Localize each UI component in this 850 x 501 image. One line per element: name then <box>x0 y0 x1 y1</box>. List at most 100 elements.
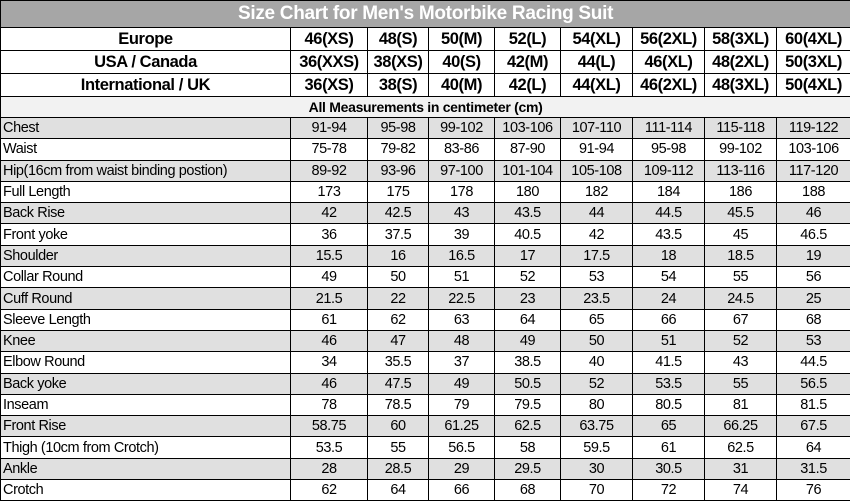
measurement-label: Front Rise <box>0 415 291 438</box>
measurement-value: 45 <box>704 223 777 246</box>
measurement-value: 39 <box>428 223 495 246</box>
measurement-value: 111-114 <box>632 116 705 140</box>
measurement-value: 37.5 <box>367 223 429 246</box>
size-cell: 48(2XL) <box>704 50 777 74</box>
table-row: Sleeve Length 61 62 63 64 65 66 67 68 <box>0 308 850 331</box>
size-cell: 42(M) <box>494 50 561 74</box>
table-row: Shoulder 15.5 16 16.5 17 17.5 18 18.5 19 <box>0 244 850 268</box>
measurement-value: 103-106 <box>494 116 561 140</box>
measurement-value: 18.5 <box>704 244 777 268</box>
measurement-value: 62 <box>367 308 429 331</box>
measurement-label: Chest <box>0 116 291 140</box>
measurement-value: 188 <box>775 180 850 204</box>
size-cell: 50(3XL) <box>775 50 850 74</box>
table-row: Back Rise 42 42.5 43 43.5 44 44.5 45.5 46 <box>0 202 850 225</box>
size-system-label: Europe <box>0 27 291 51</box>
measurement-unit-note: All Measurements in centimeter (cm) <box>0 96 850 118</box>
measurement-value: 31.5 <box>775 457 850 481</box>
size-cell: 46(XL) <box>632 50 705 74</box>
size-cell: 56(2XL) <box>632 27 705 51</box>
measurement-value: 64 <box>367 479 429 501</box>
size-cell: 54(XL) <box>560 27 633 51</box>
measurement-value: 61 <box>632 436 705 459</box>
measurement-value: 56.5 <box>428 436 495 459</box>
measurement-value: 49 <box>290 266 368 289</box>
measurement-value: 65 <box>632 415 705 438</box>
size-cell: 38(XS) <box>367 50 429 74</box>
measurement-value: 43 <box>704 351 777 374</box>
measurement-value: 68 <box>494 479 561 501</box>
measurement-value: 54 <box>632 266 705 289</box>
measurement-label: Inseam <box>0 393 291 417</box>
size-cell: 50(4XL) <box>775 73 850 97</box>
measurement-value: 47.5 <box>367 372 429 395</box>
measurement-value: 63.75 <box>560 415 633 438</box>
measurement-label: Hip(16cm from waist binding postion) <box>0 159 291 182</box>
measurement-label: Knee <box>0 329 291 353</box>
table-row: Back yoke 46 47.5 49 50.5 52 53.5 55 56.5 <box>0 372 850 395</box>
measurement-value: 91-94 <box>560 138 633 161</box>
measurement-value: 113-116 <box>704 159 777 182</box>
measurement-value: 99-102 <box>704 138 777 161</box>
measurement-value: 95-98 <box>367 116 429 140</box>
measurement-value: 78.5 <box>367 393 429 417</box>
measurement-value: 35.5 <box>367 351 429 374</box>
table-row: Waist 75-78 79-82 83-86 87-90 91-94 95-98 99-10… <box>0 138 850 161</box>
size-cell: 40(S) <box>428 50 495 74</box>
measurement-value: 22.5 <box>428 287 495 310</box>
measurement-value: 101-104 <box>494 159 561 182</box>
measurement-value: 89-92 <box>290 159 368 182</box>
size-row: USA / Canada 36(XXS) 38(XS) 40(S) 42(M) 44(L)… <box>0 50 850 74</box>
measurement-value: 93-96 <box>367 159 429 182</box>
measurement-label: Thigh (10cm from Crotch) <box>0 436 291 459</box>
measurement-value: 42 <box>290 202 368 225</box>
measurement-value: 115-118 <box>704 116 777 140</box>
measurement-value: 22 <box>367 287 429 310</box>
size-cell: 38(S) <box>367 73 429 97</box>
measurement-value: 43.5 <box>632 223 705 246</box>
measurement-value: 46 <box>290 372 368 395</box>
measurement-value: 56 <box>775 266 850 289</box>
measurement-value: 40 <box>560 351 633 374</box>
size-cell: 46(2XL) <box>632 73 705 97</box>
size-cell: 48(3XL) <box>704 73 777 97</box>
measurement-value: 67 <box>704 308 777 331</box>
measurement-value: 178 <box>428 180 495 204</box>
measurement-label: Back yoke <box>0 372 291 395</box>
measurement-label: Crotch <box>0 479 291 501</box>
size-row: International / UK 36(XS) 38(S) 40(M) 42(L) 4… <box>0 73 850 97</box>
table-row: Collar Round 49 50 51 52 53 54 55 56 <box>0 266 850 289</box>
measurement-value: 182 <box>560 180 633 204</box>
measurement-value: 24 <box>632 287 705 310</box>
size-cell: 50(M) <box>428 27 495 51</box>
measurement-label: Collar Round <box>0 266 291 289</box>
measurement-value: 62 <box>290 479 368 501</box>
measurement-value: 59.5 <box>560 436 633 459</box>
table-row: Hip(16cm from waist binding postion) 89-9… <box>0 159 850 182</box>
measurement-value: 184 <box>632 180 705 204</box>
measurement-value: 44.5 <box>775 351 850 374</box>
measurement-value: 87-90 <box>494 138 561 161</box>
table-row: Full Length 173 175 178 180 182 184 186 188 <box>0 180 850 204</box>
size-row: Europe 46(XS) 48(S) 50(M) 52(L) 54(XL) 56(2XL)… <box>0 27 850 51</box>
measurement-value: 186 <box>704 180 777 204</box>
measurement-value: 51 <box>428 266 495 289</box>
measurement-value: 107-110 <box>560 116 633 140</box>
measurement-value: 52 <box>494 266 561 289</box>
measurement-value: 55 <box>367 436 429 459</box>
measurement-value: 64 <box>775 436 850 459</box>
measurement-label: Sleeve Length <box>0 308 291 331</box>
measurement-value: 81.5 <box>775 393 850 417</box>
measurement-value: 105-108 <box>560 159 633 182</box>
measurement-value: 47 <box>367 329 429 353</box>
measurement-value: 53 <box>560 266 633 289</box>
measurement-value: 50 <box>367 266 429 289</box>
measurement-label: Cuff Round <box>0 287 291 310</box>
measurement-value: 16 <box>367 244 429 268</box>
size-cell: 44(L) <box>560 50 633 74</box>
size-system-label: USA / Canada <box>0 50 291 74</box>
measurement-value: 80 <box>560 393 633 417</box>
measurement-value: 91-94 <box>290 116 368 140</box>
measurement-value: 42 <box>560 223 633 246</box>
measurement-value: 49 <box>494 329 561 353</box>
